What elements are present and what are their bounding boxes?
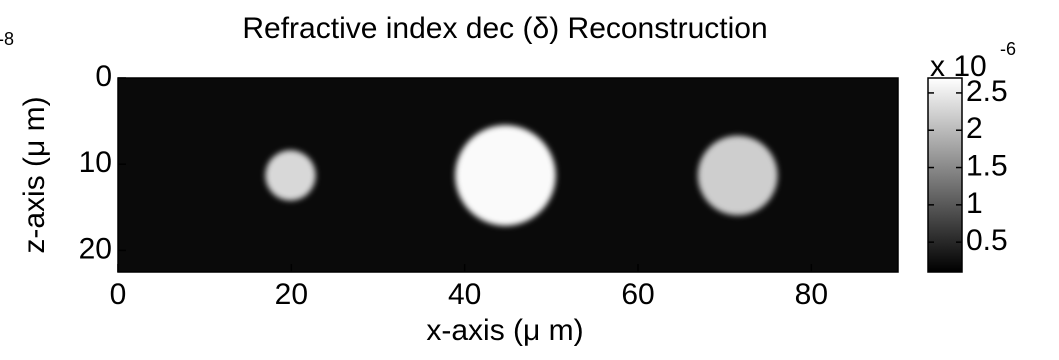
x-axis-label: x-axis (μ m) xyxy=(426,314,583,347)
colorbar-tick-label: 2 xyxy=(966,112,983,145)
object xyxy=(455,125,556,226)
object xyxy=(698,136,778,216)
colorbar-exponent: -6 xyxy=(1000,39,1016,59)
y-tick-label: 20 xyxy=(79,232,112,265)
colorbar-tick-label: 0.5 xyxy=(966,224,1008,257)
colorbar-tick-label: 1 xyxy=(966,187,983,220)
colorbar-tick-label: 2.5 xyxy=(966,75,1008,108)
colorbar-tick-label: 1.5 xyxy=(966,149,1008,182)
chart: Refractive index dec (δ) Reconstruction … xyxy=(0,0,1059,360)
x-tick-label: 40 xyxy=(448,278,481,311)
y-tick-label: 0 xyxy=(95,60,112,93)
corner-annotation: -8 xyxy=(0,29,14,49)
x-tick-label: 80 xyxy=(795,278,828,311)
plot-area xyxy=(118,78,898,272)
chart-title: Refractive index dec (δ) Reconstruction xyxy=(242,12,767,45)
x-tick-label: 60 xyxy=(621,278,654,311)
y-axis-label: z-axis (μ m) xyxy=(18,96,51,253)
x-tick-label: 20 xyxy=(275,278,308,311)
y-tick-label: 10 xyxy=(79,146,112,179)
x-tick-label: 0 xyxy=(110,278,127,311)
object xyxy=(265,150,315,200)
